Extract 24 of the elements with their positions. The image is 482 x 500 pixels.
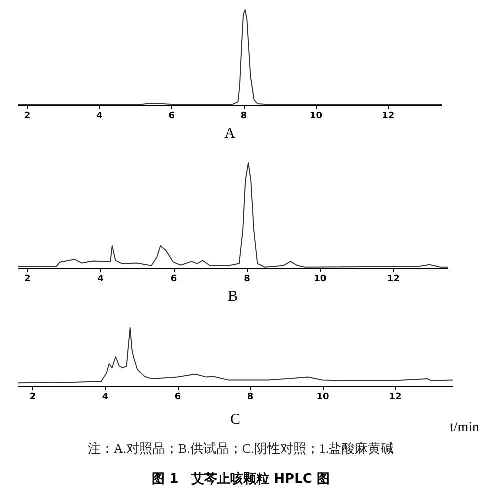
x-tick-label: 2: [24, 274, 31, 284]
x-tick-label: 6: [168, 112, 175, 122]
text: 注：A.对照品；B.供试品；C.阴性对照；1.盐酸麻黄碱: [86, 440, 396, 458]
x-tick-label: 8: [247, 392, 254, 402]
x-tick-label: 6: [174, 392, 182, 402]
x-tick-label: 2: [30, 392, 36, 402]
x-tick-label: 8: [244, 274, 250, 284]
text: B: [228, 289, 238, 305]
x-tick-label: 10: [314, 274, 327, 284]
x-tick-label: 12: [389, 392, 402, 402]
x-tick-label: 12: [387, 274, 400, 284]
x-tick-label: 2: [24, 112, 31, 122]
x-tick-label: 6: [170, 274, 178, 284]
x-tick-label: 4: [96, 112, 103, 122]
x-axis-title: t/min: [450, 420, 480, 436]
x-tick-label: 4: [102, 392, 109, 402]
x-tick-label: 10: [310, 112, 322, 122]
x-tick-label: 8: [240, 112, 248, 122]
x-tick-label: 4: [98, 274, 104, 284]
text: C: [230, 412, 241, 428]
x-tick-label: 10: [316, 392, 330, 402]
x-tick-label: 12: [382, 112, 395, 122]
text: A: [224, 126, 236, 142]
caption: 图 1 艾芩止咳颗粒 HPLC 图: [151, 470, 331, 488]
